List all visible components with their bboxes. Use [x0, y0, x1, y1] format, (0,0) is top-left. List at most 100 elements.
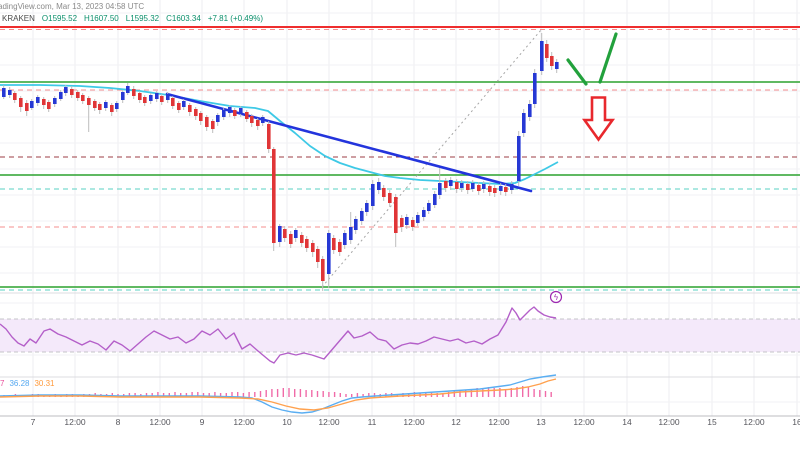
candle-body	[510, 184, 514, 190]
candle-body	[327, 233, 331, 274]
candle-body	[53, 98, 57, 104]
descending-trendline	[165, 92, 533, 193]
candle-body	[2, 88, 6, 97]
candle-body	[422, 210, 426, 217]
candle-body	[115, 103, 119, 109]
lightning-icon[interactable]	[549, 290, 563, 304]
candle-body	[294, 230, 298, 238]
candle-body	[42, 99, 46, 105]
candle-body	[143, 97, 147, 103]
candle-body	[416, 215, 420, 223]
candle-body	[427, 203, 431, 211]
candle-body	[87, 98, 91, 105]
bounce-mark-green	[566, 58, 588, 86]
down-arrow-annotation	[581, 96, 616, 142]
candle-body	[64, 87, 68, 93]
candle-body	[311, 243, 315, 252]
candle-body	[343, 233, 347, 245]
rsi-line	[0, 306, 557, 364]
candle-body	[250, 116, 254, 123]
time-axis-label: 12:00	[64, 417, 86, 427]
candle-body	[555, 62, 559, 69]
candle-body	[205, 117, 209, 127]
time-axis-label: 13	[536, 417, 546, 427]
candle-body	[30, 101, 34, 108]
candle-body	[517, 136, 521, 181]
candle-body	[449, 180, 453, 186]
projection-dotted-line	[321, 29, 542, 288]
time-axis-label: 10	[282, 417, 292, 427]
candle-body	[222, 110, 226, 117]
candle-body	[8, 90, 12, 95]
candle-body	[19, 98, 23, 107]
ohlc-legend: KRAKEN O1595.52 H1607.50 L1595.32 C1603.34 +7…	[2, 14, 270, 23]
macd-value-token: 36.28	[9, 379, 30, 388]
time-axis-label: 12:00	[403, 417, 425, 427]
candle-body	[104, 102, 108, 108]
candle-body	[540, 41, 544, 71]
candle-body	[98, 104, 102, 110]
candle-body	[177, 103, 181, 110]
candle-body	[13, 93, 17, 100]
ohlc-token: +7.81 (+0.49%)	[207, 14, 263, 23]
candle-body	[305, 239, 309, 248]
candle-body	[394, 197, 398, 233]
candle-body	[199, 113, 203, 121]
candle-body	[166, 94, 170, 100]
candle-body	[316, 249, 320, 262]
candle-body	[278, 226, 282, 242]
candle-body	[504, 187, 508, 192]
candle-body	[155, 93, 159, 99]
candle-body	[360, 211, 364, 221]
candle-body	[194, 109, 198, 116]
time-axis-label: 16	[792, 417, 800, 427]
candle-body	[354, 219, 358, 230]
candle-body	[110, 105, 114, 112]
candle-body	[261, 117, 265, 123]
candle-body	[444, 181, 448, 188]
time-axis-label: 9	[200, 417, 205, 427]
rsi-band	[0, 319, 800, 352]
watermark-timestamp: adingView.com, Mar 13, 2023 04:58 UTC	[0, 2, 145, 11]
candle-body	[477, 185, 481, 191]
candle-body	[76, 92, 80, 98]
candle-body	[321, 259, 325, 281]
macd-blue-line	[0, 374, 557, 414]
candle-body	[499, 186, 503, 191]
candle-body	[300, 235, 304, 243]
candle-body	[36, 97, 40, 103]
candle-body	[272, 149, 276, 243]
time-axis-label: 8	[116, 417, 121, 427]
candle-body	[382, 188, 386, 197]
time-axis-label: 12:00	[488, 417, 510, 427]
candle-body	[471, 183, 475, 189]
time-axis-label: 12	[451, 417, 461, 427]
candle-body	[256, 120, 260, 126]
time-axis-label: 7	[31, 417, 36, 427]
ohlc-token: H1607.50	[84, 14, 119, 23]
time-axis-label: 11	[368, 417, 377, 427]
time-axis-label: 12:00	[318, 417, 340, 427]
candle-body	[365, 203, 369, 212]
time-axis-label: 14	[622, 417, 632, 427]
time-axis-label: 12:00	[573, 417, 595, 427]
candle-body	[522, 113, 526, 133]
time-axis-label: 12:00	[149, 417, 171, 427]
candle-body	[493, 188, 497, 193]
candle-body	[121, 92, 125, 100]
candle-body	[338, 242, 342, 252]
candle-body	[533, 73, 537, 104]
candle-body	[377, 182, 381, 190]
candle-body	[149, 95, 153, 101]
candle-body	[138, 93, 142, 100]
candle-body	[528, 104, 532, 117]
candle-body	[405, 217, 409, 225]
candle-body	[455, 182, 459, 189]
candle-body	[332, 238, 336, 250]
candle-body	[216, 115, 220, 122]
candle-body	[400, 218, 404, 227]
lightning-icon-glyph: ϟ	[553, 293, 558, 302]
time-axis-label: 12:00	[743, 417, 765, 427]
